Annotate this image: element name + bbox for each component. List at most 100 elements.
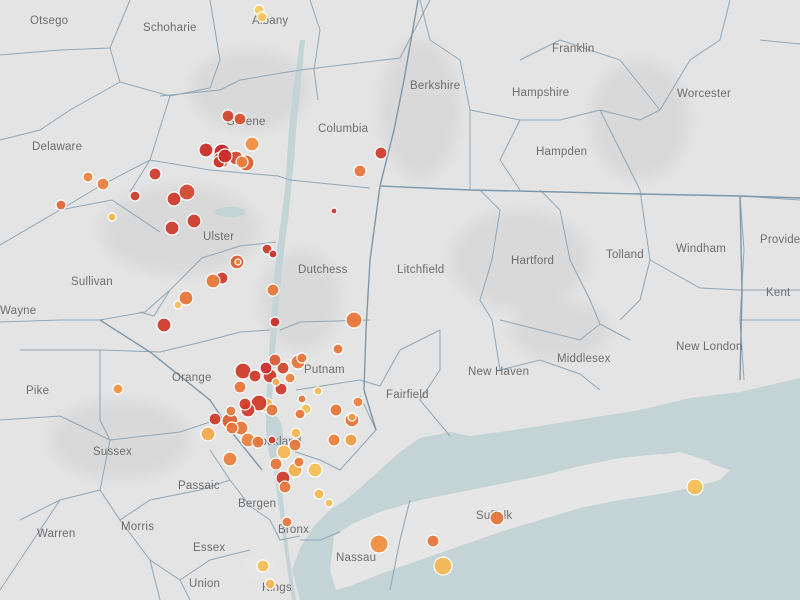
incident-marker-columbia[interactable] [330, 207, 338, 215]
incident-marker-orange[interactable] [248, 369, 262, 383]
incident-marker-delaware[interactable] [82, 171, 94, 183]
incident-marker-ulster[interactable] [156, 317, 172, 333]
incident-marker-greene[interactable] [198, 142, 214, 158]
state-boundaries [99, 0, 800, 471]
incident-marker-delaware[interactable] [55, 199, 67, 211]
county-label-bergen: Bergen [238, 498, 276, 510]
incident-marker-delaware[interactable] [107, 212, 117, 222]
incident-marker-bergen[interactable] [313, 488, 325, 500]
county-label-new-london: New London [676, 341, 743, 353]
incident-marker-putnam[interactable] [296, 352, 308, 364]
incident-marker-putnam[interactable] [297, 394, 307, 404]
incident-marker-bergen[interactable] [324, 498, 334, 508]
incident-marker-sullivan[interactable] [238, 397, 252, 411]
incident-marker-dutchess[interactable] [345, 311, 363, 329]
county-label-litchfield: Litchfield [397, 264, 444, 276]
incident-marker-rockland[interactable] [251, 435, 265, 449]
county-label-columbia: Columbia [318, 123, 369, 135]
incident-markers [55, 4, 704, 590]
incident-marker-orange[interactable] [276, 361, 290, 375]
long-island-north-fork [600, 452, 712, 474]
county-label-sussex: Sussex [93, 446, 132, 458]
incident-marker-rockland[interactable] [200, 426, 216, 442]
incident-marker-albany[interactable] [256, 11, 268, 23]
county-label-putnam: Putnam [304, 364, 345, 376]
incident-marker-ulster[interactable] [234, 258, 242, 266]
incident-marker-putnam[interactable] [347, 412, 357, 422]
incident-marker-orange[interactable] [233, 380, 247, 394]
incident-marker-westchester[interactable] [293, 456, 305, 468]
county-label-ulster: Ulster [203, 231, 234, 243]
incident-marker-westchester[interactable] [288, 438, 302, 452]
county-label-tolland: Tolland [606, 249, 644, 261]
incident-marker-ulster[interactable] [173, 300, 183, 310]
incident-marker-suffolk[interactable] [112, 383, 124, 395]
incident-marker-delaware[interactable] [148, 167, 162, 181]
county-label-franklin: Franklin [552, 43, 595, 55]
incident-marker-nassau[interactable] [489, 510, 505, 526]
incident-marker-rockland[interactable] [265, 403, 279, 417]
incident-marker-westchester[interactable] [290, 427, 302, 439]
incident-marker-bronx[interactable] [256, 559, 270, 573]
incident-marker-ulster[interactable] [268, 249, 278, 259]
incident-marker-columbia[interactable] [353, 164, 367, 178]
incident-marker-westchester[interactable] [269, 457, 283, 471]
incident-marker-orange[interactable] [259, 361, 273, 375]
incident-marker-suffolk[interactable] [686, 478, 704, 496]
incident-marker-putnam[interactable] [284, 372, 296, 384]
incident-marker-suffolk[interactable] [225, 421, 239, 435]
incident-marker-ulster[interactable] [266, 283, 280, 297]
incident-marker-bergen[interactable] [281, 516, 293, 528]
incident-marker-putnam[interactable] [352, 396, 364, 408]
incident-marker-ulster[interactable] [269, 316, 281, 328]
incident-marker-greene[interactable] [233, 112, 247, 126]
incident-marker-ulster[interactable] [129, 190, 141, 202]
incident-marker-westchester[interactable] [307, 462, 323, 478]
incident-marker-delaware[interactable] [96, 177, 110, 191]
county-label-hampshire: Hampshire [512, 87, 569, 99]
county-label-nassau: Nassau [336, 552, 376, 564]
incident-marker-westchester[interactable] [327, 433, 341, 447]
incident-marker-greene[interactable] [221, 109, 235, 123]
incident-marker-westchester[interactable] [222, 451, 238, 467]
incident-marker-rockland[interactable] [208, 412, 222, 426]
incident-marker-rockland[interactable] [267, 435, 277, 445]
incident-marker-greene[interactable] [217, 148, 233, 164]
county-label-essex: Essex [193, 542, 225, 554]
county-label-berkshire: Berkshire [410, 80, 460, 92]
incident-marker-greene[interactable] [235, 155, 249, 169]
incident-marker-greene[interactable] [244, 136, 260, 152]
incident-marker-orange[interactable] [268, 353, 282, 367]
incident-marker-ulster[interactable] [164, 220, 180, 236]
county-label-passaic: Passaic [178, 480, 220, 492]
county-label-wayne: Wayne [0, 305, 36, 317]
county-label-otsego: Otsego [30, 15, 68, 27]
incident-marker-kings[interactable] [369, 534, 389, 554]
incident-marker-pike[interactable] [225, 405, 237, 417]
county-label-orange: Orange [172, 372, 212, 384]
incident-marker-putnam[interactable] [329, 403, 343, 417]
incident-marker-putnam[interactable] [271, 377, 281, 387]
incident-marker-ulster[interactable] [166, 191, 182, 207]
long-island [330, 454, 730, 590]
incident-marker-dutchess[interactable] [332, 343, 344, 355]
reservoir [214, 207, 246, 217]
incident-marker-ulster[interactable] [186, 213, 202, 229]
county-label-bronx: Bronx [278, 524, 309, 536]
incident-marker-ulster[interactable] [178, 290, 194, 306]
incident-marker-nassau[interactable] [426, 534, 440, 548]
incident-marker-bronx[interactable] [264, 578, 276, 590]
incident-marker-kings[interactable] [433, 556, 453, 576]
incident-marker-bergen[interactable] [278, 480, 292, 494]
incident-marker-westchester[interactable] [344, 433, 358, 447]
incident-marker-columbia[interactable] [374, 146, 388, 160]
county-label-kent: Kent [766, 287, 791, 299]
incident-marker-ulster[interactable] [205, 273, 221, 289]
incident-marker-ulster[interactable] [178, 183, 196, 201]
county-label-middlesex: Middlesex [557, 353, 611, 365]
incident-marker-putnam[interactable] [294, 408, 306, 420]
incident-marker-westchester[interactable] [276, 444, 292, 460]
incident-marker-putnam[interactable] [313, 386, 323, 396]
county-label-sullivan: Sullivan [71, 276, 113, 288]
